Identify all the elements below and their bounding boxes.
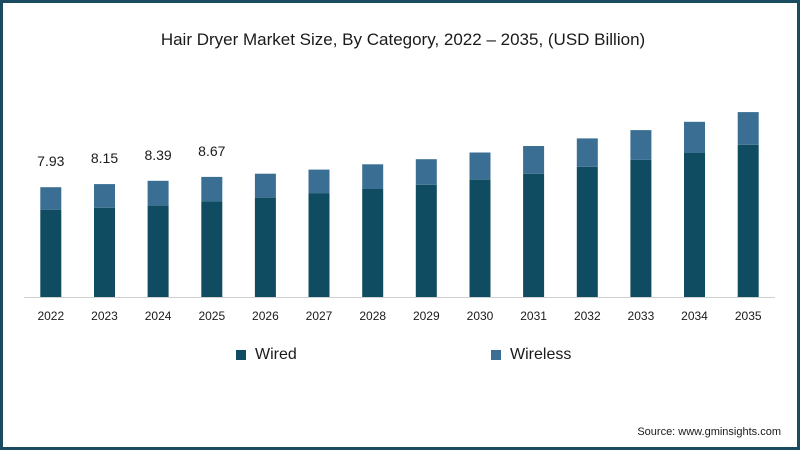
bar-wired-2026 <box>254 197 276 297</box>
chart-title: Hair Dryer Market Size, By Category, 202… <box>160 30 646 49</box>
legend-label-wireless: Wireless <box>510 346 572 363</box>
data-label-2025: 8.67 <box>198 143 225 159</box>
x-tick-label-2033: 2033 <box>628 309 655 323</box>
bar-wireless-2023 <box>94 184 115 208</box>
x-tick-label-2030: 2030 <box>467 309 494 323</box>
x-tick-label-2024: 2024 <box>145 309 172 323</box>
legend-swatch-wireless <box>491 350 501 360</box>
bar-wired-2024 <box>147 205 169 297</box>
bar-wireless-2025 <box>201 176 223 202</box>
data-label-2022: 7.93 <box>37 153 64 169</box>
x-tick-label-2023: 2023 <box>91 309 118 323</box>
x-tick-label-2034: 2034 <box>681 309 708 323</box>
bar-wired-2035 <box>737 144 759 297</box>
x-tick-label-2028: 2028 <box>359 309 386 323</box>
legend-swatch-wired <box>236 350 246 360</box>
bar-wired-2029 <box>415 184 437 297</box>
bar-wireless-2035 <box>737 112 759 145</box>
x-tick-label-2031: 2031 <box>520 309 547 323</box>
bar-wired-2034 <box>684 153 705 297</box>
bar-wireless-2033 <box>630 130 652 160</box>
bar-wired-2022 <box>40 209 62 297</box>
source-note: Source: www.gminsights.com <box>637 426 781 438</box>
x-tick-label-2026: 2026 <box>252 309 279 323</box>
bar-wireless-2030 <box>469 152 491 180</box>
legend-label-wired: Wired <box>255 346 297 363</box>
bar-wireless-2024 <box>147 180 169 206</box>
x-tick-label-2032: 2032 <box>574 309 601 323</box>
x-tick-label-2025: 2025 <box>198 309 225 323</box>
bar-wireless-2032 <box>576 138 598 167</box>
bar-wired-2025 <box>201 201 223 297</box>
legend-item-wired: Wired <box>236 346 297 364</box>
x-tick-label-2022: 2022 <box>37 309 64 323</box>
bar-wired-2030 <box>469 179 491 297</box>
data-label-2024: 8.39 <box>144 147 171 163</box>
bar-wired-2032 <box>576 166 598 297</box>
bar-wired-2033 <box>630 159 652 297</box>
bar-wireless-2034 <box>684 121 705 153</box>
bar-wireless-2027 <box>308 169 330 194</box>
bar-wireless-2031 <box>523 146 545 174</box>
legend: Wired Wireless <box>0 346 800 370</box>
x-tick-label-2029: 2029 <box>413 309 440 323</box>
bar-wireless-2022 <box>40 187 62 210</box>
bar-wired-2028 <box>362 189 384 297</box>
bar-wired-2023 <box>94 207 115 297</box>
bar-wired-2031 <box>523 173 545 297</box>
legend-item-wireless: Wireless <box>491 346 571 364</box>
x-tick-label-2035: 2035 <box>735 309 762 323</box>
bar-wireless-2028 <box>362 164 384 189</box>
data-label-2023: 8.15 <box>91 150 118 166</box>
bar-wireless-2029 <box>415 159 437 185</box>
bar-wireless-2026 <box>254 173 276 198</box>
bar-wired-2027 <box>308 193 330 297</box>
x-tick-label-2027: 2027 <box>306 309 333 323</box>
